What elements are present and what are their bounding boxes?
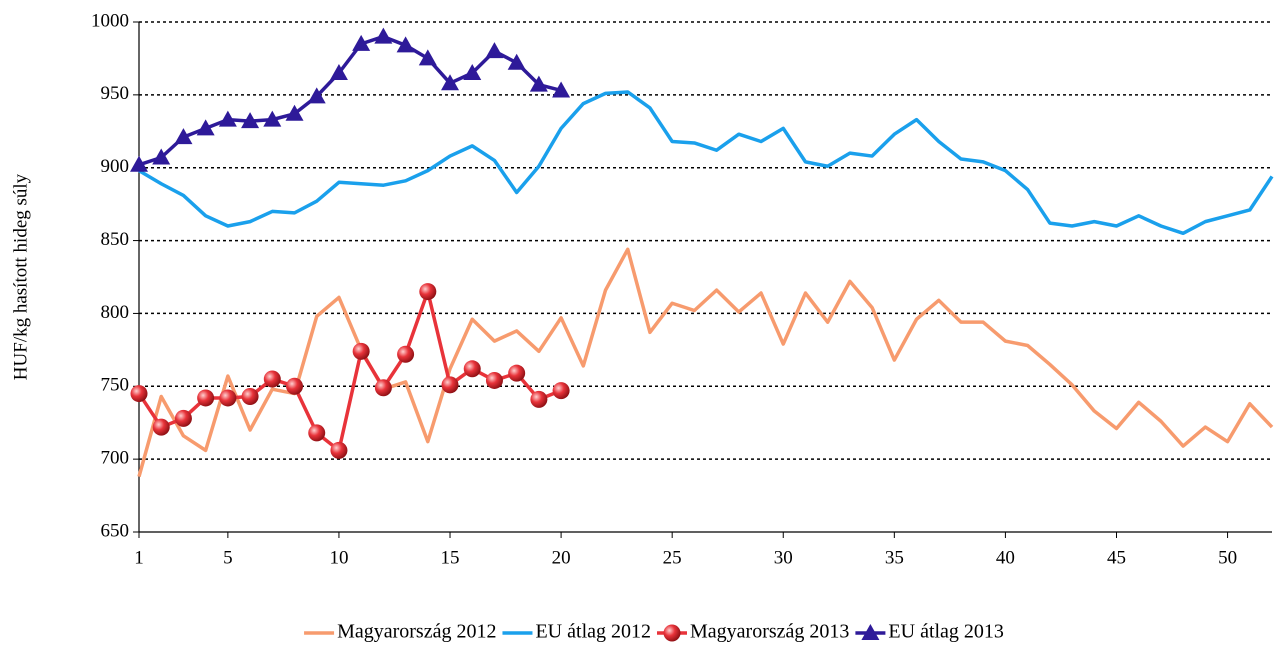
x-tick-label: 15 [441,547,460,568]
x-tick-label: 30 [774,547,793,568]
marker [552,382,570,400]
marker [530,390,548,408]
marker [196,119,215,136]
marker [463,360,481,378]
x-tick-label: 35 [885,547,904,568]
marker [396,36,415,53]
marker [397,345,415,363]
legend-label: Magyarország 2013 [690,621,849,643]
marker [441,376,459,394]
marker [508,364,526,382]
legend: Magyarország 2012 EU átlag 2012 Magyarorsz… [304,621,1004,643]
marker [308,424,326,442]
x-tick-label: 25 [663,547,682,568]
marker [241,112,260,129]
marker [485,371,503,389]
y-tick-label: 700 [101,448,130,469]
y-tick-label: 950 [101,83,130,104]
marker [529,75,548,92]
marker [152,418,170,436]
marker [419,283,437,301]
marker [219,389,237,407]
marker [174,409,192,427]
series-line [137,247,1274,478]
y-tick-label: 650 [101,520,130,541]
marker [152,148,171,165]
legend-marker [861,624,880,640]
x-tick-label: 1 [134,547,144,568]
marker [241,387,259,405]
y-tick-label: 1000 [91,10,129,31]
marker [485,42,504,59]
marker [352,342,370,360]
marker [507,53,526,70]
marker [307,87,326,104]
marker [263,110,282,127]
marker [352,34,371,51]
y-tick-label: 850 [101,229,130,250]
y-tick-label: 900 [101,156,130,177]
marker [174,128,193,145]
x-tick-label: 5 [223,547,233,568]
y-tick-label: 800 [101,302,130,323]
x-tick-label: 40 [996,547,1015,568]
marker [218,110,237,127]
marker [285,104,304,121]
legend-marker [663,624,681,642]
x-tick-label: 45 [1107,547,1126,568]
y-tick-label: 750 [101,375,130,396]
series-line [137,289,562,453]
marker [130,385,148,403]
legend-label: EU átlag 2012 [535,621,651,643]
x-tick-label: 50 [1218,547,1237,568]
legend-label: EU átlag 2013 [888,621,1004,643]
marker [418,49,437,66]
x-tick-label: 10 [329,547,348,568]
marker [263,370,281,388]
marker [329,64,348,80]
marker [286,377,304,395]
marker [330,441,348,459]
series-line [138,90,1274,236]
marker [374,379,392,397]
marker [441,74,460,91]
marker [463,64,482,80]
y-axis-label: HUF/kg hasított hideg súly [10,173,31,380]
marker [197,389,215,407]
marker [130,155,148,172]
x-tick-label: 20 [552,547,571,568]
marker [552,81,571,98]
legend-label: Magyarország 2012 [337,621,496,643]
marker [374,27,393,44]
